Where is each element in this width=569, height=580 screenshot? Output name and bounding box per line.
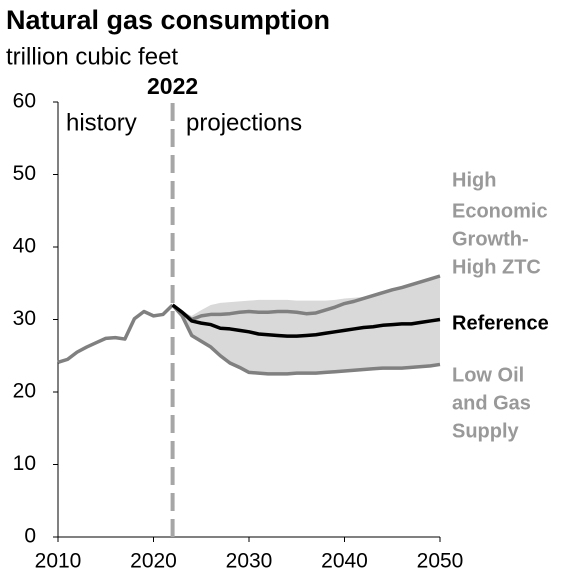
annotation: history xyxy=(66,109,137,136)
x-tick-label: 2040 xyxy=(321,550,368,573)
series-label: High ZTC xyxy=(452,256,541,278)
x-tick-label: 2030 xyxy=(226,550,273,573)
series-label: Growth- xyxy=(452,228,529,250)
series-line xyxy=(171,303,441,376)
series-label: Low Oil xyxy=(452,364,524,386)
series-label: and Gas xyxy=(452,392,531,414)
series-label: Reference xyxy=(452,312,549,334)
y-tick-label: 20 xyxy=(13,380,36,403)
chart-subtitle: trillion cubic feet xyxy=(6,43,178,70)
x-tick-label: 2050 xyxy=(417,550,464,573)
range-band xyxy=(172,276,440,374)
y-tick-label: 30 xyxy=(13,307,36,330)
series-line xyxy=(57,303,174,364)
chart-title: Natural gas consumption xyxy=(6,5,330,35)
y-tick-label: 10 xyxy=(13,452,36,475)
y-tick-label: 50 xyxy=(13,162,36,185)
series-line xyxy=(171,274,441,322)
y-tick-label: 0 xyxy=(24,525,36,548)
x-tick-label: 2010 xyxy=(35,550,82,573)
y-tick-label: 40 xyxy=(13,235,36,258)
divider-label: 2022 xyxy=(147,73,198,99)
annotation: projections xyxy=(186,109,302,136)
x-tick-label: 2020 xyxy=(130,550,177,573)
series-label: Supply xyxy=(452,420,520,442)
series-label: High xyxy=(452,169,496,191)
series-label: Economic xyxy=(452,200,548,222)
y-tick-label: 60 xyxy=(13,90,36,113)
series-line xyxy=(171,303,441,338)
